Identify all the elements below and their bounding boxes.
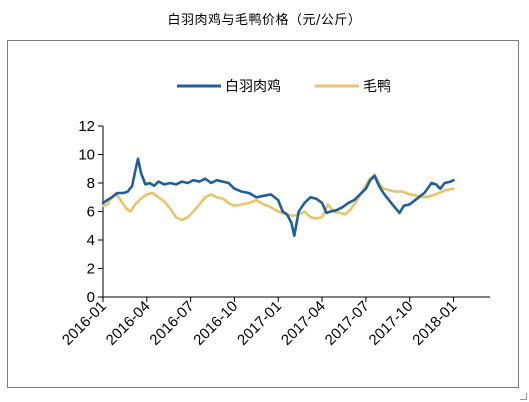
x-tick-label: 2016-04 xyxy=(103,298,154,349)
y-tick-label: 0 xyxy=(87,289,95,306)
x-tick-label: 2016-01 xyxy=(59,298,110,349)
y-tick-label: 2 xyxy=(87,261,95,278)
series-lines xyxy=(101,157,455,237)
legend-label: 白羽肉鸡 xyxy=(225,78,281,95)
y-tick-label: 12 xyxy=(78,118,95,135)
x-tick-label: 2017-04 xyxy=(278,298,329,349)
legend-label: 毛鸭 xyxy=(363,79,391,95)
series-line-1 xyxy=(101,173,455,222)
x-tick-label: 2017-07 xyxy=(322,298,373,349)
y-tick-label: 4 xyxy=(87,232,95,249)
y-tick-label: 10 xyxy=(78,147,95,164)
x-tick-label: 2017-10 xyxy=(366,298,417,349)
y-tick-label: 6 xyxy=(87,204,95,221)
y-tick-label: 8 xyxy=(87,175,95,192)
x-tick-label: 2017-01 xyxy=(234,298,285,349)
x-tick-label: 2016-07 xyxy=(146,298,197,349)
axes: 0246810122016-012016-042016-072016-10201… xyxy=(59,118,490,349)
legend: 白羽肉鸡 毛鸭 xyxy=(177,78,391,95)
chart-frame xyxy=(7,40,519,388)
x-tick-label: 2016-10 xyxy=(190,298,241,349)
chart-title: 白羽肉鸡与毛鸭价格（元/公斤） xyxy=(167,13,362,28)
series-line-0 xyxy=(101,157,455,237)
x-tick-label: 2018-01 xyxy=(409,298,460,349)
resize-corner-icon xyxy=(520,393,527,400)
